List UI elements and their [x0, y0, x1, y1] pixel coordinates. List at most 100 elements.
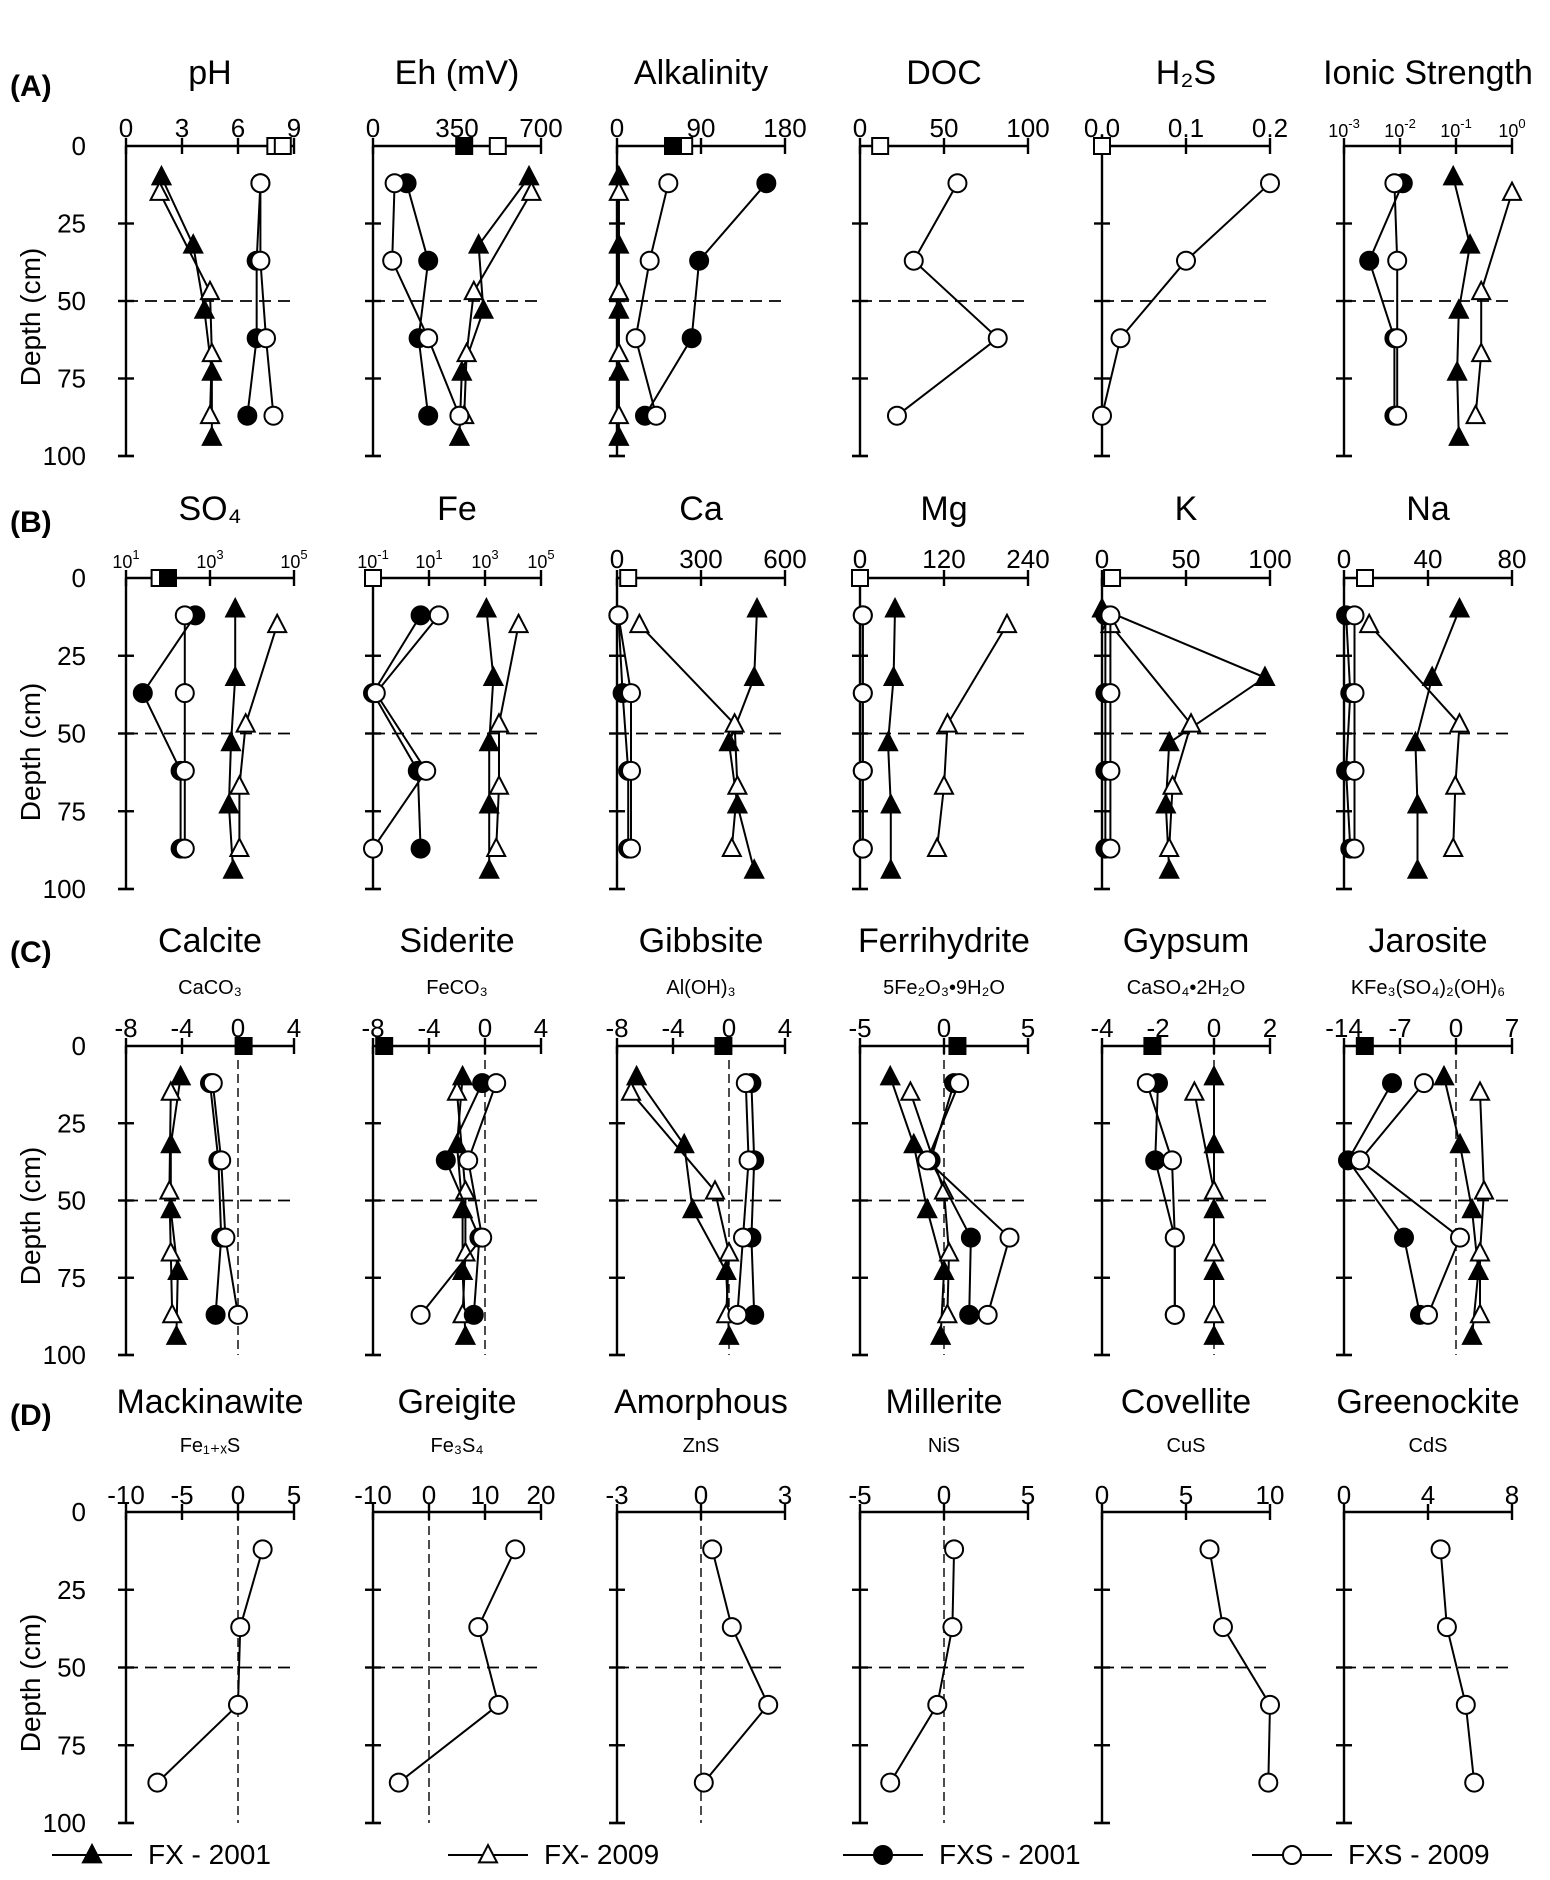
- data-point: [160, 1240, 182, 1262]
- chart-zns: Amorphous ZnS -3 0 3: [605, 1383, 792, 1825]
- x-tick-label: 0: [1095, 544, 1109, 574]
- data-point: [1212, 1617, 1233, 1638]
- chart-title: Siderite: [399, 922, 514, 960]
- series-fx-2009: [1464, 180, 1523, 425]
- x-tick-label: 100: [1248, 544, 1291, 574]
- data-point: [174, 838, 195, 859]
- chart-greigite: Greigite Fe₃S₄ -10 0 10 20: [354, 1383, 555, 1825]
- series-line: [1439, 1549, 1476, 1783]
- x-tick-label: 0: [610, 544, 624, 574]
- data-point: [721, 836, 743, 857]
- data-point: [959, 1304, 980, 1325]
- chart-gibbsite: Gibbsite Al(OH)₃ -8 -4 0 4: [605, 922, 792, 1357]
- data-point: [1448, 425, 1470, 446]
- data-point: [899, 1080, 922, 1101]
- data-point: [363, 838, 383, 859]
- x-tick-label: 100: [1006, 113, 1049, 143]
- chart-title: K: [1175, 490, 1198, 528]
- data-point: [165, 1324, 188, 1345]
- data-point: [977, 1304, 998, 1325]
- depth-axis-labels: Depth (cm) Depth (cm) Depth (cm) Depth (…: [15, 248, 46, 1752]
- series-line: [1193, 1092, 1215, 1315]
- data-point: [1180, 712, 1202, 733]
- data-point: [1469, 1080, 1491, 1101]
- data-point: [174, 683, 195, 704]
- series-line: [1393, 183, 1399, 416]
- series-fx-2009: [1099, 612, 1202, 857]
- x-tick-label: 0: [119, 113, 133, 143]
- x-tick-label: -4: [661, 1013, 684, 1043]
- x-tick-label: 6: [231, 113, 245, 143]
- data-point: [520, 180, 543, 201]
- data-point: [1449, 1132, 1471, 1154]
- x-tick-label: 0: [722, 1013, 736, 1043]
- series-line: [391, 183, 461, 417]
- series-line: [703, 1549, 770, 1784]
- data-point: [235, 712, 257, 733]
- data-point: [518, 164, 540, 186]
- series-line: [1479, 1092, 1486, 1315]
- series-line: [211, 1082, 239, 1315]
- data-point: [1203, 1324, 1225, 1345]
- chart-title: Jarosite: [1368, 922, 1487, 960]
- legend-marker: [477, 1842, 499, 1864]
- data-point: [1469, 1240, 1491, 1262]
- data-point: [224, 665, 246, 686]
- data-point: [1442, 836, 1464, 857]
- x-tick-label: 10-3: [1328, 116, 1360, 141]
- series-line: [617, 615, 630, 849]
- y-tick-label: 0: [72, 563, 86, 593]
- series-line: [246, 183, 262, 416]
- series-fx-2001: [718, 597, 768, 879]
- data-point: [936, 712, 959, 733]
- data-point: [646, 405, 667, 426]
- y-tick-label: 100: [43, 441, 86, 471]
- depth-axis-label-a: Depth (cm): [15, 248, 46, 386]
- x-tick-label: 3: [778, 1480, 792, 1510]
- chart-calcite: Calcite CaCO₃ -8 -4 0 4 0 25 50 75 100: [43, 922, 302, 1370]
- data-point: [718, 730, 740, 752]
- x-tick-label: -8: [605, 1013, 628, 1043]
- data-point: [718, 1324, 740, 1345]
- series-line: [158, 192, 213, 416]
- x-tick-label: 5: [1021, 1013, 1035, 1043]
- chart-subtitle: 5Fe₂O₃•9H₂O: [883, 977, 1005, 999]
- y-tick-label: 50: [57, 1186, 86, 1216]
- x-tick-label: 101: [415, 547, 442, 572]
- x-tick-label: 40: [1414, 544, 1443, 574]
- depth-axis-label-b: Depth (cm): [15, 683, 46, 821]
- data-point: [880, 792, 902, 814]
- x-tick-label: 4: [287, 1013, 301, 1043]
- data-point: [478, 858, 500, 879]
- data-point: [230, 1617, 251, 1638]
- x-tick-label: 103: [196, 547, 223, 572]
- x-tick-label: 5: [1179, 1480, 1193, 1510]
- data-point: [472, 1227, 493, 1248]
- chart-k: K 0 50 100: [1091, 490, 1292, 891]
- series-line: [495, 624, 520, 849]
- series-fxs-2009: [852, 605, 873, 859]
- data-point: [468, 1617, 489, 1638]
- data-point: [681, 1197, 704, 1219]
- data-point: [658, 173, 679, 194]
- chart-title: Calcite: [158, 922, 262, 960]
- surface-water-point: [948, 1037, 967, 1055]
- series-fx-2009: [628, 612, 749, 857]
- data-point: [488, 712, 510, 733]
- data-point: [1344, 760, 1365, 781]
- x-tick-label: 0: [422, 1480, 436, 1510]
- series-fx-2009: [899, 1080, 960, 1324]
- data-point: [263, 405, 284, 426]
- data-point: [1448, 298, 1470, 319]
- data-point: [933, 1259, 955, 1280]
- data-point: [639, 250, 660, 271]
- x-tick-label: 105: [280, 547, 307, 572]
- series-fxs-2009: [382, 173, 470, 426]
- data-point: [1444, 774, 1466, 795]
- data-point: [621, 683, 641, 704]
- chart-subtitle: ZnS: [683, 1435, 720, 1457]
- x-tick-label: 50: [930, 113, 959, 143]
- data-point: [416, 760, 437, 781]
- series-line: [634, 182, 670, 416]
